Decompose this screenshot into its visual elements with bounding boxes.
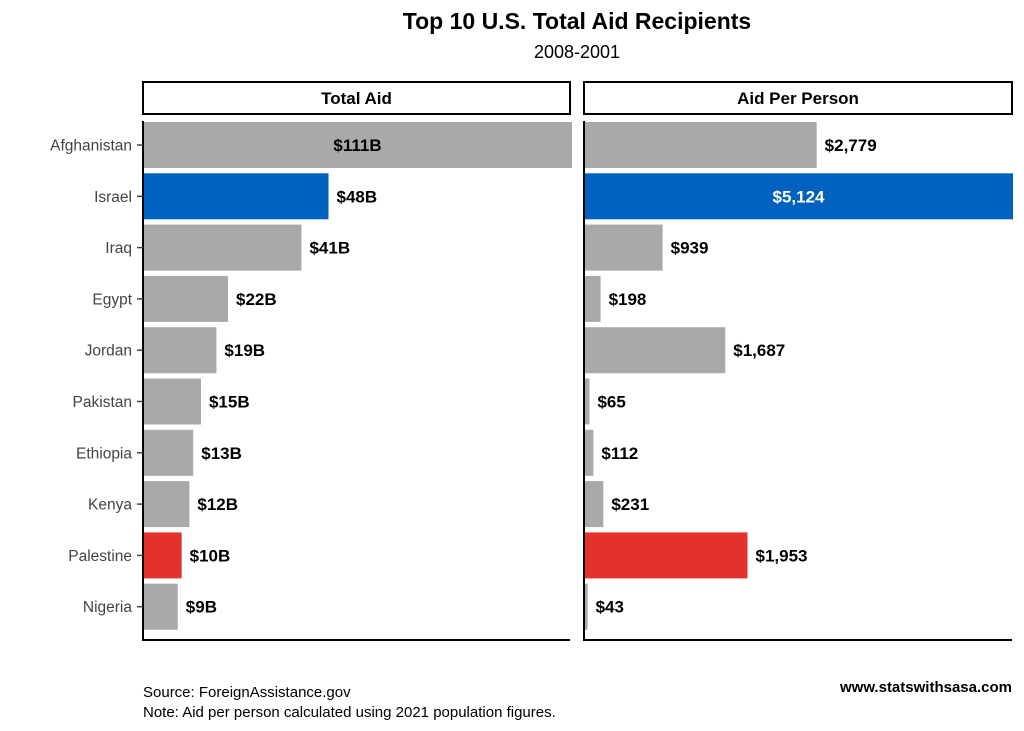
value-label-total-aid-israel: $48B [337, 187, 378, 206]
value-label-total-aid-pakistan: $15B [209, 393, 250, 412]
value-label-total-aid-jordan: $19B [224, 341, 265, 360]
bar-total-aid-palestine [143, 532, 182, 579]
category-label-pakistan: Pakistan [73, 394, 132, 411]
bar-aid-per-person-palestine [584, 532, 748, 579]
bar-total-aid-ethiopia [143, 429, 194, 476]
category-label-kenya: Kenya [88, 497, 132, 514]
value-label-total-aid-nigeria: $9B [186, 598, 217, 617]
value-label-aid-per-person-pakistan: $65 [597, 393, 625, 412]
category-label-palestine: Palestine [68, 548, 132, 565]
bars-total-aid [143, 122, 572, 630]
value-labels-total-aid: $111B $48B $41B $22B $19B $15B $13B $12B $10B $9B [186, 136, 382, 617]
value-label-aid-per-person-kenya: $231 [611, 495, 649, 514]
bar-total-aid-pakistan [143, 378, 201, 425]
category-label-jordan: Jordan [85, 343, 132, 360]
category-label-israel: Israel [94, 189, 132, 206]
value-label-total-aid-afghanistan: $111B [333, 136, 381, 155]
panel-aid-per-person: Aid Per Person $2,779 $5,124 $939 $198 $1,68… [583, 81, 1013, 641]
strip-total-aid [142, 81, 571, 115]
strip-label-aid-per-person: Aid Per Person [737, 89, 859, 108]
bar-aid-per-person-afghanistan [584, 122, 817, 168]
bars-aid-per-person [584, 122, 1013, 630]
bar-total-aid-iraq [143, 224, 302, 271]
bar-total-aid-nigeria [143, 583, 178, 630]
value-label-total-aid-iraq: $41B [309, 239, 350, 258]
category-axis: Afghanistan Israel Iraq Egypt Jordan Pakistan… [50, 138, 143, 616]
bar-aid-per-person-iraq [584, 224, 663, 271]
category-label-afghanistan: Afghanistan [50, 138, 132, 155]
bar-total-aid-afghanistan [143, 122, 572, 168]
source-note: Source: ForeignAssistance.gov [143, 684, 351, 701]
bar-aid-per-person-kenya [584, 481, 604, 528]
value-label-total-aid-kenya: $12B [197, 495, 238, 514]
value-label-total-aid-egypt: $22B [236, 290, 277, 309]
value-label-aid-per-person-afghanistan: $2,779 [825, 136, 877, 155]
bar-aid-per-person-nigeria [584, 583, 588, 630]
value-label-aid-per-person-israel: $5,124 [773, 187, 826, 206]
bar-total-aid-egypt [143, 275, 229, 322]
value-label-total-aid-palestine: $10B [190, 546, 231, 565]
bar-aid-per-person-egypt [584, 275, 601, 322]
bar-total-aid-israel [143, 173, 329, 220]
category-label-nigeria: Nigeria [83, 599, 132, 616]
chart-title: Top 10 U.S. Total Aid Recipients [403, 8, 751, 34]
value-label-aid-per-person-palestine: $1,953 [756, 546, 808, 565]
bar-aid-per-person-ethiopia [584, 429, 594, 476]
bar-aid-per-person-jordan [584, 327, 726, 374]
category-label-ethiopia: Ethiopia [76, 445, 132, 462]
bar-total-aid-jordan [143, 327, 217, 374]
bar-aid-per-person-israel [584, 173, 1013, 220]
value-label-aid-per-person-jordan: $1,687 [733, 341, 785, 360]
category-label-iraq: Iraq [105, 240, 132, 257]
population-note: Note: Aid per person calculated using 20… [143, 704, 556, 721]
strip-label-total-aid: Total Aid [321, 89, 392, 108]
panel-total-aid: Total Aid $111B$48B$41B$22B$19B$15B$13B$… [142, 81, 572, 641]
value-label-aid-per-person-nigeria: $43 [596, 598, 624, 617]
value-label-total-aid-ethiopia: $13B [201, 444, 242, 463]
value-labels-aid-per-person: $2,779 $5,124 $939 $198 $1,687 $65 $112 $231 $1,… [596, 136, 877, 617]
brand-url: www.statswithsasa.com [839, 679, 1012, 696]
value-label-aid-per-person-egypt: $198 [609, 290, 647, 309]
value-label-aid-per-person-iraq: $939 [671, 239, 709, 258]
strip-aid-per-person [583, 81, 1013, 115]
bar-total-aid-kenya [143, 481, 190, 528]
category-label-egypt: Egypt [92, 291, 132, 308]
bar-aid-per-person-pakistan [584, 378, 590, 425]
value-label-aid-per-person-ethiopia: $112 [601, 444, 638, 463]
chart-subtitle: 2008-2001 [534, 42, 620, 62]
